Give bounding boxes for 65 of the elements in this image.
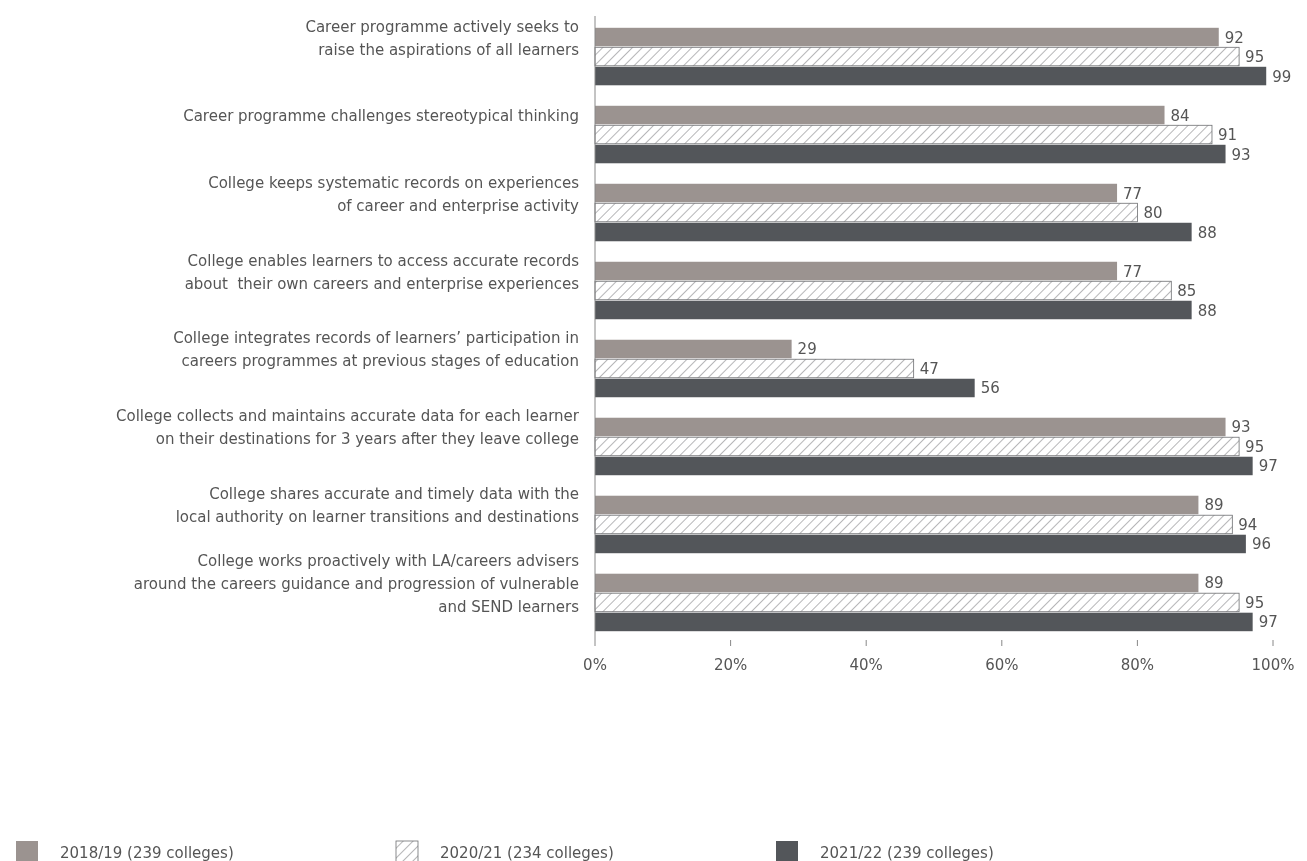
data-label: 97 bbox=[1258, 613, 1278, 632]
data-label: 99 bbox=[1272, 67, 1292, 86]
bar bbox=[594, 202, 1138, 223]
bar bbox=[595, 456, 1253, 476]
bar bbox=[595, 417, 1226, 437]
bar bbox=[594, 46, 1240, 67]
bar bbox=[594, 124, 1213, 145]
data-label: 80 bbox=[1143, 204, 1163, 223]
y-tick-label: College collects and maintains accurate data for each learner on their destinations for 3 years after they leave college bbox=[116, 407, 580, 449]
data-label: 85 bbox=[1177, 282, 1197, 301]
y-tick-label: Career programme actively seeks to raise the aspirations of all learners bbox=[305, 17, 580, 59]
bar bbox=[595, 222, 1192, 242]
y-tick-label: Career programme challenges stereotypical thinking bbox=[183, 107, 579, 126]
data-label: 95 bbox=[1245, 48, 1265, 67]
data-label: 89 bbox=[1204, 574, 1224, 593]
bar bbox=[595, 339, 792, 359]
bar bbox=[595, 378, 975, 398]
data-label: 56 bbox=[980, 379, 1000, 398]
bar bbox=[595, 66, 1267, 86]
bar bbox=[595, 144, 1226, 164]
bar bbox=[595, 300, 1192, 320]
bar bbox=[595, 105, 1165, 125]
bar bbox=[594, 592, 1240, 613]
data-label: 84 bbox=[1170, 106, 1190, 125]
x-tick-label: 40% bbox=[849, 656, 883, 674]
data-label: 93 bbox=[1231, 145, 1251, 164]
x-tick-label: 20% bbox=[713, 656, 748, 674]
bar bbox=[594, 514, 1233, 535]
x-tick-label: 80% bbox=[1120, 656, 1155, 674]
bar bbox=[594, 358, 915, 379]
data-label: 89 bbox=[1204, 496, 1224, 515]
y-tick-label: College works proactively with LA/careers advisers around the careers guidance and progression of vulnerable and SEND learners bbox=[133, 551, 580, 616]
data-label: 92 bbox=[1224, 28, 1244, 47]
data-label: 94 bbox=[1238, 515, 1258, 534]
data-label: 77 bbox=[1123, 262, 1143, 281]
data-label: 29 bbox=[797, 340, 817, 359]
data-label: 96 bbox=[1251, 535, 1271, 554]
data-label: 77 bbox=[1123, 184, 1143, 203]
data-label: 95 bbox=[1245, 437, 1265, 456]
bar bbox=[595, 495, 1199, 515]
x-tick-label: 0% bbox=[583, 656, 607, 674]
legend-label: 2018/19 (239 colleges) bbox=[60, 844, 234, 861]
y-tick-label: College shares accurate and timely data with the local authority on learner transitions and destinations bbox=[175, 485, 580, 527]
data-label: 88 bbox=[1197, 301, 1217, 320]
x-tick-label: 100% bbox=[1251, 656, 1295, 674]
y-tick-label: College integrates records of learners’ participation in careers programmes at previous stages of education bbox=[173, 329, 579, 371]
y-tick-label: College keeps systematic records on experiences of career and enterprise activity bbox=[208, 173, 580, 215]
bar bbox=[595, 534, 1246, 554]
legend-label: 2020/21 (234 colleges) bbox=[440, 844, 614, 861]
data-label: 93 bbox=[1231, 418, 1251, 437]
data-label: 47 bbox=[919, 359, 939, 378]
data-label: 95 bbox=[1245, 593, 1265, 612]
bar bbox=[595, 27, 1219, 47]
bar bbox=[594, 436, 1240, 457]
bar bbox=[595, 612, 1253, 632]
bar bbox=[594, 280, 1172, 301]
data-label: 97 bbox=[1258, 457, 1278, 476]
data-label: 91 bbox=[1217, 126, 1238, 145]
x-tick-label: 60% bbox=[985, 656, 1019, 674]
legend-label: 2021/22 (239 colleges) bbox=[820, 844, 994, 861]
bar bbox=[595, 573, 1199, 593]
data-label: 88 bbox=[1197, 223, 1217, 242]
y-tick-label: College enables learners to access accurate records about their own careers and enterprise experiences bbox=[184, 251, 580, 293]
bar bbox=[595, 261, 1118, 281]
bar bbox=[595, 183, 1118, 203]
